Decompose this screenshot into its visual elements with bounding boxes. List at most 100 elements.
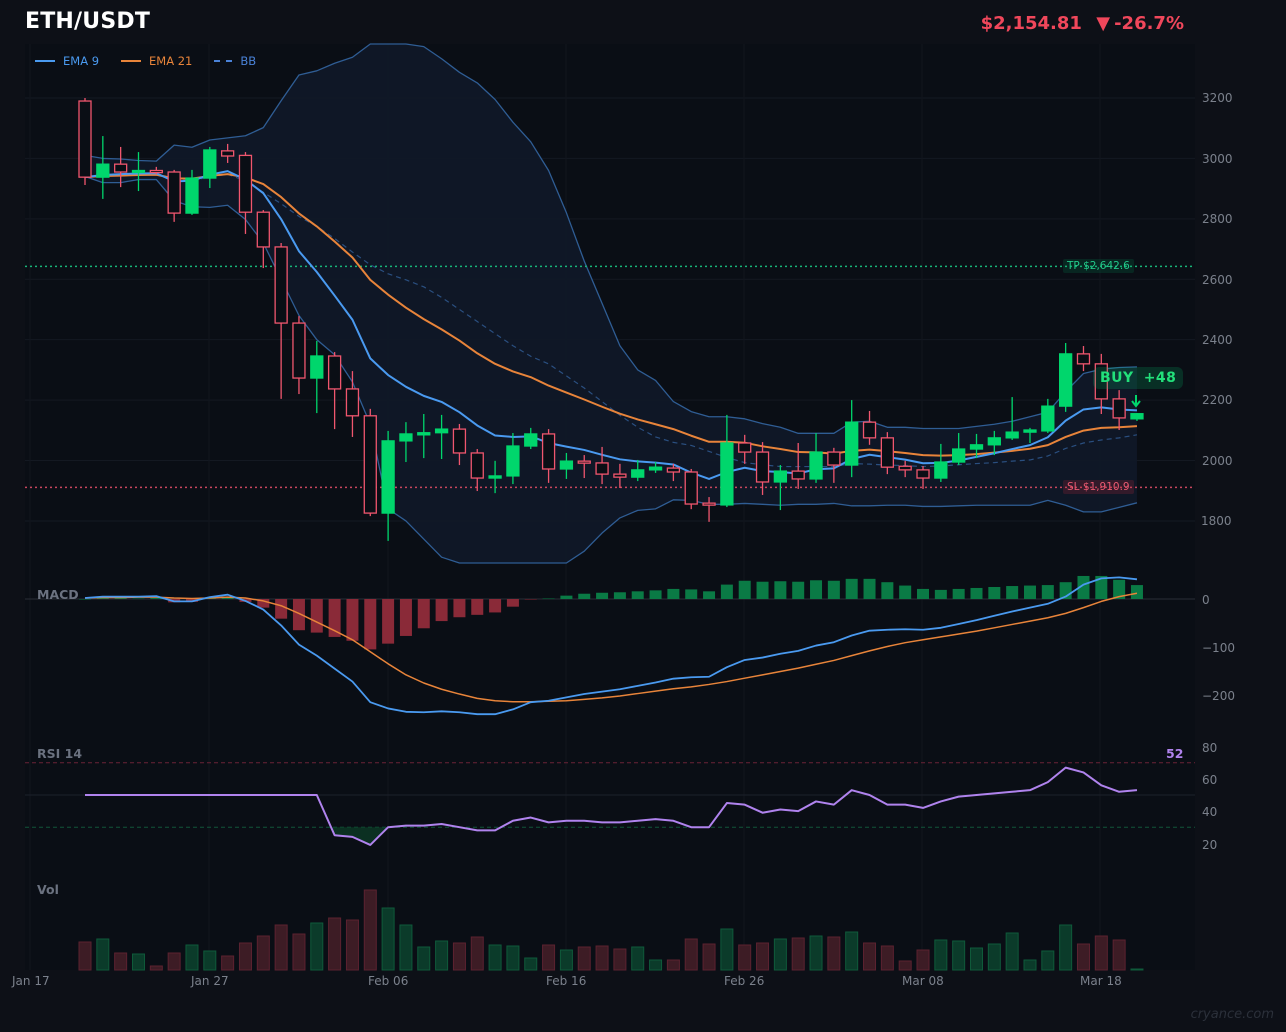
price-axis-tick: 2600 xyxy=(1202,273,1233,287)
macd-histogram-bar xyxy=(934,589,947,599)
candle-body xyxy=(648,466,663,471)
macd-histogram-bar xyxy=(257,599,270,608)
macd-histogram-bar xyxy=(917,588,930,599)
candle-body xyxy=(702,502,716,506)
legend-label: EMA 21 xyxy=(149,54,193,68)
volume-bar xyxy=(559,949,573,971)
volume-bar xyxy=(809,935,823,971)
volume-bar xyxy=(363,889,377,971)
candle-body xyxy=(1059,353,1073,407)
volume-bar xyxy=(417,946,431,971)
candle-body xyxy=(452,428,467,454)
macd-histogram-bar xyxy=(506,599,519,607)
macd-histogram-bar xyxy=(631,591,644,599)
macd-histogram-bar xyxy=(578,593,591,599)
candle-body xyxy=(470,452,484,479)
legend-label: BB xyxy=(240,54,257,68)
volume-bar xyxy=(934,939,948,971)
volume-bar xyxy=(791,937,805,971)
volume-bar xyxy=(149,965,163,971)
volume-bar xyxy=(595,945,609,971)
macd-histogram-bar xyxy=(881,582,894,599)
macd-histogram-bar xyxy=(952,588,965,599)
candle-body xyxy=(720,442,734,506)
buy-value: +48 xyxy=(1143,370,1177,386)
candle-body xyxy=(1130,413,1144,420)
candle-body xyxy=(1005,431,1019,439)
stop-loss-label: SL $1,910.9 xyxy=(1063,480,1134,494)
volume-bar xyxy=(577,946,591,971)
candle-body xyxy=(773,470,788,483)
candle-body xyxy=(96,163,110,178)
candle-body xyxy=(631,469,645,478)
arrow-down-icon xyxy=(1131,395,1141,408)
macd-histogram-bar xyxy=(560,595,573,599)
volume-bar xyxy=(78,941,92,971)
candle-body xyxy=(559,460,574,470)
candle-body xyxy=(613,473,627,478)
candle-body xyxy=(1112,398,1126,419)
price-axis-tick: 2400 xyxy=(1202,333,1233,347)
candle-body xyxy=(417,432,431,436)
macd-histogram-bar xyxy=(863,578,876,599)
rsi-axis-tick: 20 xyxy=(1202,838,1218,852)
macd-signal-line xyxy=(84,592,1138,703)
legend-item-ema21[interactable]: EMA 21 xyxy=(121,54,192,68)
candle-body xyxy=(310,355,324,379)
candle-body xyxy=(327,355,342,390)
candle-body xyxy=(827,451,841,466)
price-header: $2,154.81 ▼ -26.7% xyxy=(981,13,1184,34)
rsi-axis-tick: 60 xyxy=(1202,773,1218,787)
price-axis-tick: 3000 xyxy=(1202,152,1233,166)
macd-histogram-bar xyxy=(1023,585,1036,599)
bb-dashed-swatch xyxy=(214,60,233,62)
candle-body xyxy=(809,451,823,480)
candle-body xyxy=(185,177,199,214)
macd-histogram-bar xyxy=(1006,586,1019,599)
volume-bar xyxy=(1059,924,1073,971)
volume-bar xyxy=(1041,950,1055,971)
macd-histogram-bar xyxy=(292,599,305,631)
volume-bar xyxy=(631,946,645,971)
macd-histogram-bar xyxy=(150,598,163,599)
candle-body xyxy=(220,150,235,157)
volume-bar xyxy=(185,944,199,971)
candle-body xyxy=(274,246,288,324)
macd-axis-tick: −100 xyxy=(1202,641,1235,655)
volume-bar xyxy=(345,919,359,971)
macd-pane-label: MACD xyxy=(37,587,79,602)
macd-line xyxy=(84,576,1138,716)
volume-bar xyxy=(1005,932,1019,971)
candle-body xyxy=(167,171,181,214)
volume-bar xyxy=(292,933,306,971)
buy-signal-badge: BUY +48 xyxy=(1093,367,1184,389)
volume-bar xyxy=(845,931,859,971)
candle-body xyxy=(666,467,681,473)
macd-axis-tick: −200 xyxy=(1202,689,1235,703)
legend-item-bb[interactable]: BB xyxy=(214,54,256,68)
rsi-axis-tick: 80 xyxy=(1202,741,1218,755)
take-profit-label: TP $2,642.6 xyxy=(1063,259,1134,273)
triangle-down-icon: ▼ xyxy=(1096,13,1111,34)
macd-histogram-bar xyxy=(96,598,109,599)
macd-histogram-bar xyxy=(1095,575,1108,599)
legend-item-ema9[interactable]: EMA 9 xyxy=(35,54,99,68)
volume-bar xyxy=(738,944,752,971)
price-axis-tick: 2800 xyxy=(1202,212,1233,226)
price-axis-tick: 2000 xyxy=(1202,454,1233,468)
candle-body xyxy=(78,100,92,178)
candle-body xyxy=(1023,429,1037,433)
bb-upper-line xyxy=(84,43,1137,434)
volume-bar xyxy=(452,942,466,971)
price-axis-tick: 2200 xyxy=(1202,393,1233,407)
volume-bar xyxy=(256,935,270,971)
x-axis-tick: Feb 26 xyxy=(724,974,765,988)
macd-histogram-bar xyxy=(471,599,484,615)
volume-bar xyxy=(488,944,502,971)
x-axis-tick: Feb 16 xyxy=(546,974,587,988)
volume-bar xyxy=(987,943,1001,971)
candle-body xyxy=(506,445,520,477)
volume-bar xyxy=(381,907,395,971)
candle-body xyxy=(898,465,912,471)
